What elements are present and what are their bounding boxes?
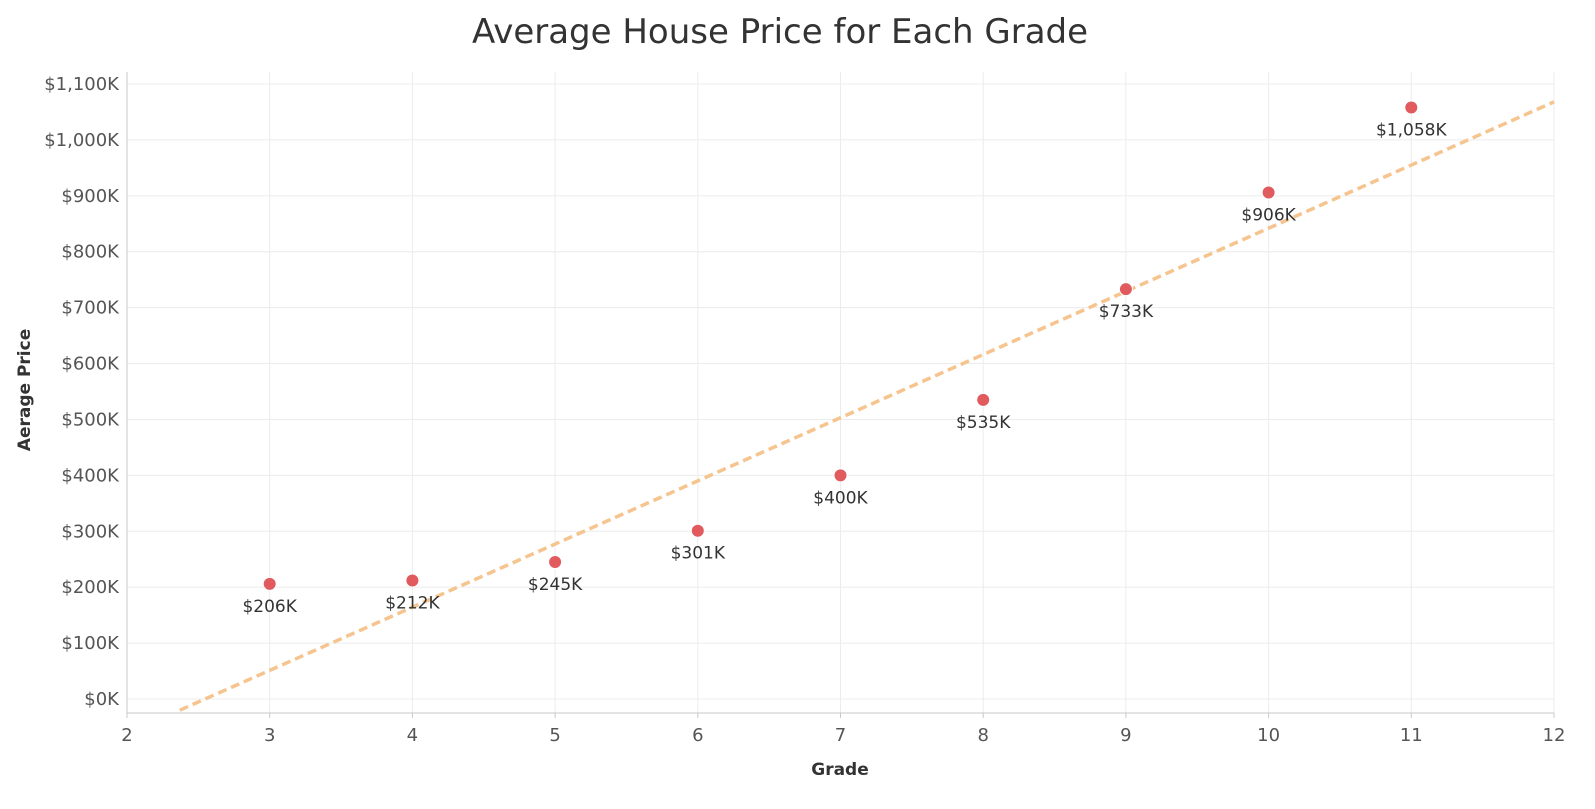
data-point[interactable]	[833, 468, 848, 483]
x-tick-label: 3	[264, 725, 275, 746]
data-label: $212K	[385, 593, 440, 613]
data-point[interactable]	[548, 555, 563, 570]
x-tick-label: 4	[407, 725, 418, 746]
data-point[interactable]	[690, 523, 705, 538]
y-tick-label: $1,000K	[44, 130, 120, 151]
x-tick-label: 10	[1257, 725, 1280, 746]
x-tick-label: 11	[1400, 725, 1423, 746]
trend-line	[179, 100, 1555, 712]
x-tick-label: 5	[549, 725, 560, 746]
y-axis-ticks: $0K $100K $200K $300K $400K $500K $600K $700K $8…	[44, 74, 120, 710]
x-tick-label: 8	[977, 725, 988, 746]
x-tick-label: 7	[835, 725, 846, 746]
data-label: $1,058K	[1376, 120, 1447, 140]
data-label: $400K	[813, 488, 868, 508]
data-point[interactable]	[262, 576, 277, 591]
data-point[interactable]	[1118, 282, 1133, 297]
axes	[126, 72, 1555, 718]
data-label: $206K	[242, 597, 297, 617]
y-tick-label: $900K	[61, 186, 120, 207]
x-tick-label: 2	[121, 725, 132, 746]
data-label: $535K	[956, 413, 1011, 433]
data-point[interactable]	[976, 392, 991, 407]
data-label: $301K	[671, 544, 726, 564]
data-label: $906K	[1241, 205, 1296, 225]
grid-lines	[126, 72, 1555, 713]
y-tick-label: $1,100K	[44, 74, 120, 95]
data-labels: $206K $212K $245K $301K $400K $535K $733K $906K…	[242, 120, 1447, 616]
x-axis-title: Grade	[811, 760, 869, 780]
x-axis-ticks: 2 3 4 5 6 7 8 9 10 11 12	[121, 725, 1565, 746]
data-points	[262, 100, 1419, 591]
y-tick-label: $400K	[61, 465, 120, 486]
y-tick-label: $300K	[61, 521, 120, 542]
data-point[interactable]	[405, 573, 420, 588]
x-tick-label: 6	[692, 725, 703, 746]
chart-title: Average House Price for Each Grade	[471, 12, 1089, 52]
y-tick-label: $800K	[61, 242, 120, 263]
y-tick-label: $500K	[61, 409, 120, 430]
trend-line-layer	[179, 100, 1555, 712]
data-label: $733K	[1099, 302, 1154, 322]
y-tick-label: $600K	[61, 354, 120, 375]
data-point[interactable]	[1261, 185, 1276, 200]
data-point[interactable]	[1404, 100, 1419, 115]
y-tick-label: $100K	[61, 633, 120, 654]
y-tick-label: $200K	[61, 577, 120, 598]
x-tick-label: 12	[1543, 725, 1566, 746]
y-tick-label: $700K	[61, 298, 120, 319]
y-tick-label: $0K	[84, 689, 120, 710]
y-axis-title: Aerage Price	[15, 329, 35, 451]
data-label: $245K	[528, 575, 583, 595]
x-tick-label: 9	[1120, 725, 1131, 746]
